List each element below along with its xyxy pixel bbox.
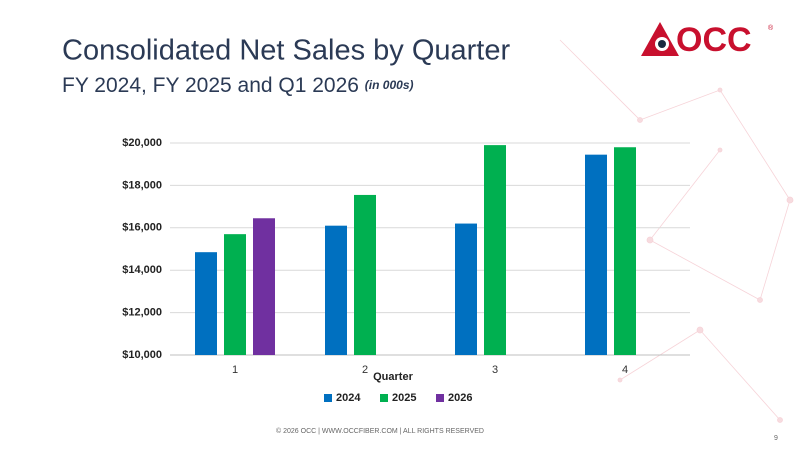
chart-subtitle: FY 2024, FY 2025 and Q1 2026 (in 000s) [62,74,413,97]
y-tick-label: $16,000 [122,222,162,234]
bar [484,145,506,355]
plot: $10,000 $12,000 $14,000 $16,000 $18,000 $20,0… [122,137,690,404]
bar [325,225,347,355]
bar [253,218,275,355]
x-tick-label: 2 [362,364,368,376]
bar [614,147,636,355]
y-tick-label: $14,000 [122,264,162,276]
bar [455,223,477,355]
legend-label: 2026 [448,392,472,404]
logo-mark: ® [768,24,774,32]
legend-swatch [380,394,388,402]
x-tick-label: 4 [622,364,628,376]
legend-swatch [324,394,332,402]
bar [195,252,217,355]
subtitle-note: (in 000s) [365,78,414,92]
page-number: 9 [774,435,778,442]
x-axis-label: Quarter [373,371,413,383]
footer: © 2026 OCC | WWW.OCCFIBER.COM | ALL RIGH… [276,427,484,435]
legend-swatch [436,394,444,402]
y-tick-label: $20,000 [122,137,162,149]
bar [354,194,376,355]
y-tick-label: $18,000 [122,179,162,191]
x-tick-label: 1 [232,364,238,376]
chart-title: Consolidated Net Sales by Quarter [62,35,510,67]
subtitle-text: FY 2024, FY 2025 and Q1 2026 [62,74,359,97]
logo-text: OCC [676,21,752,59]
legend-label: 2025 [392,392,416,404]
bar [224,234,246,355]
y-tick-label: $12,000 [122,307,162,319]
y-tick-label: $10,000 [122,349,162,361]
legend-label: 2024 [336,392,361,404]
logo: OCC ® [641,21,774,59]
bar [585,154,607,355]
x-tick-label: 3 [492,364,498,376]
